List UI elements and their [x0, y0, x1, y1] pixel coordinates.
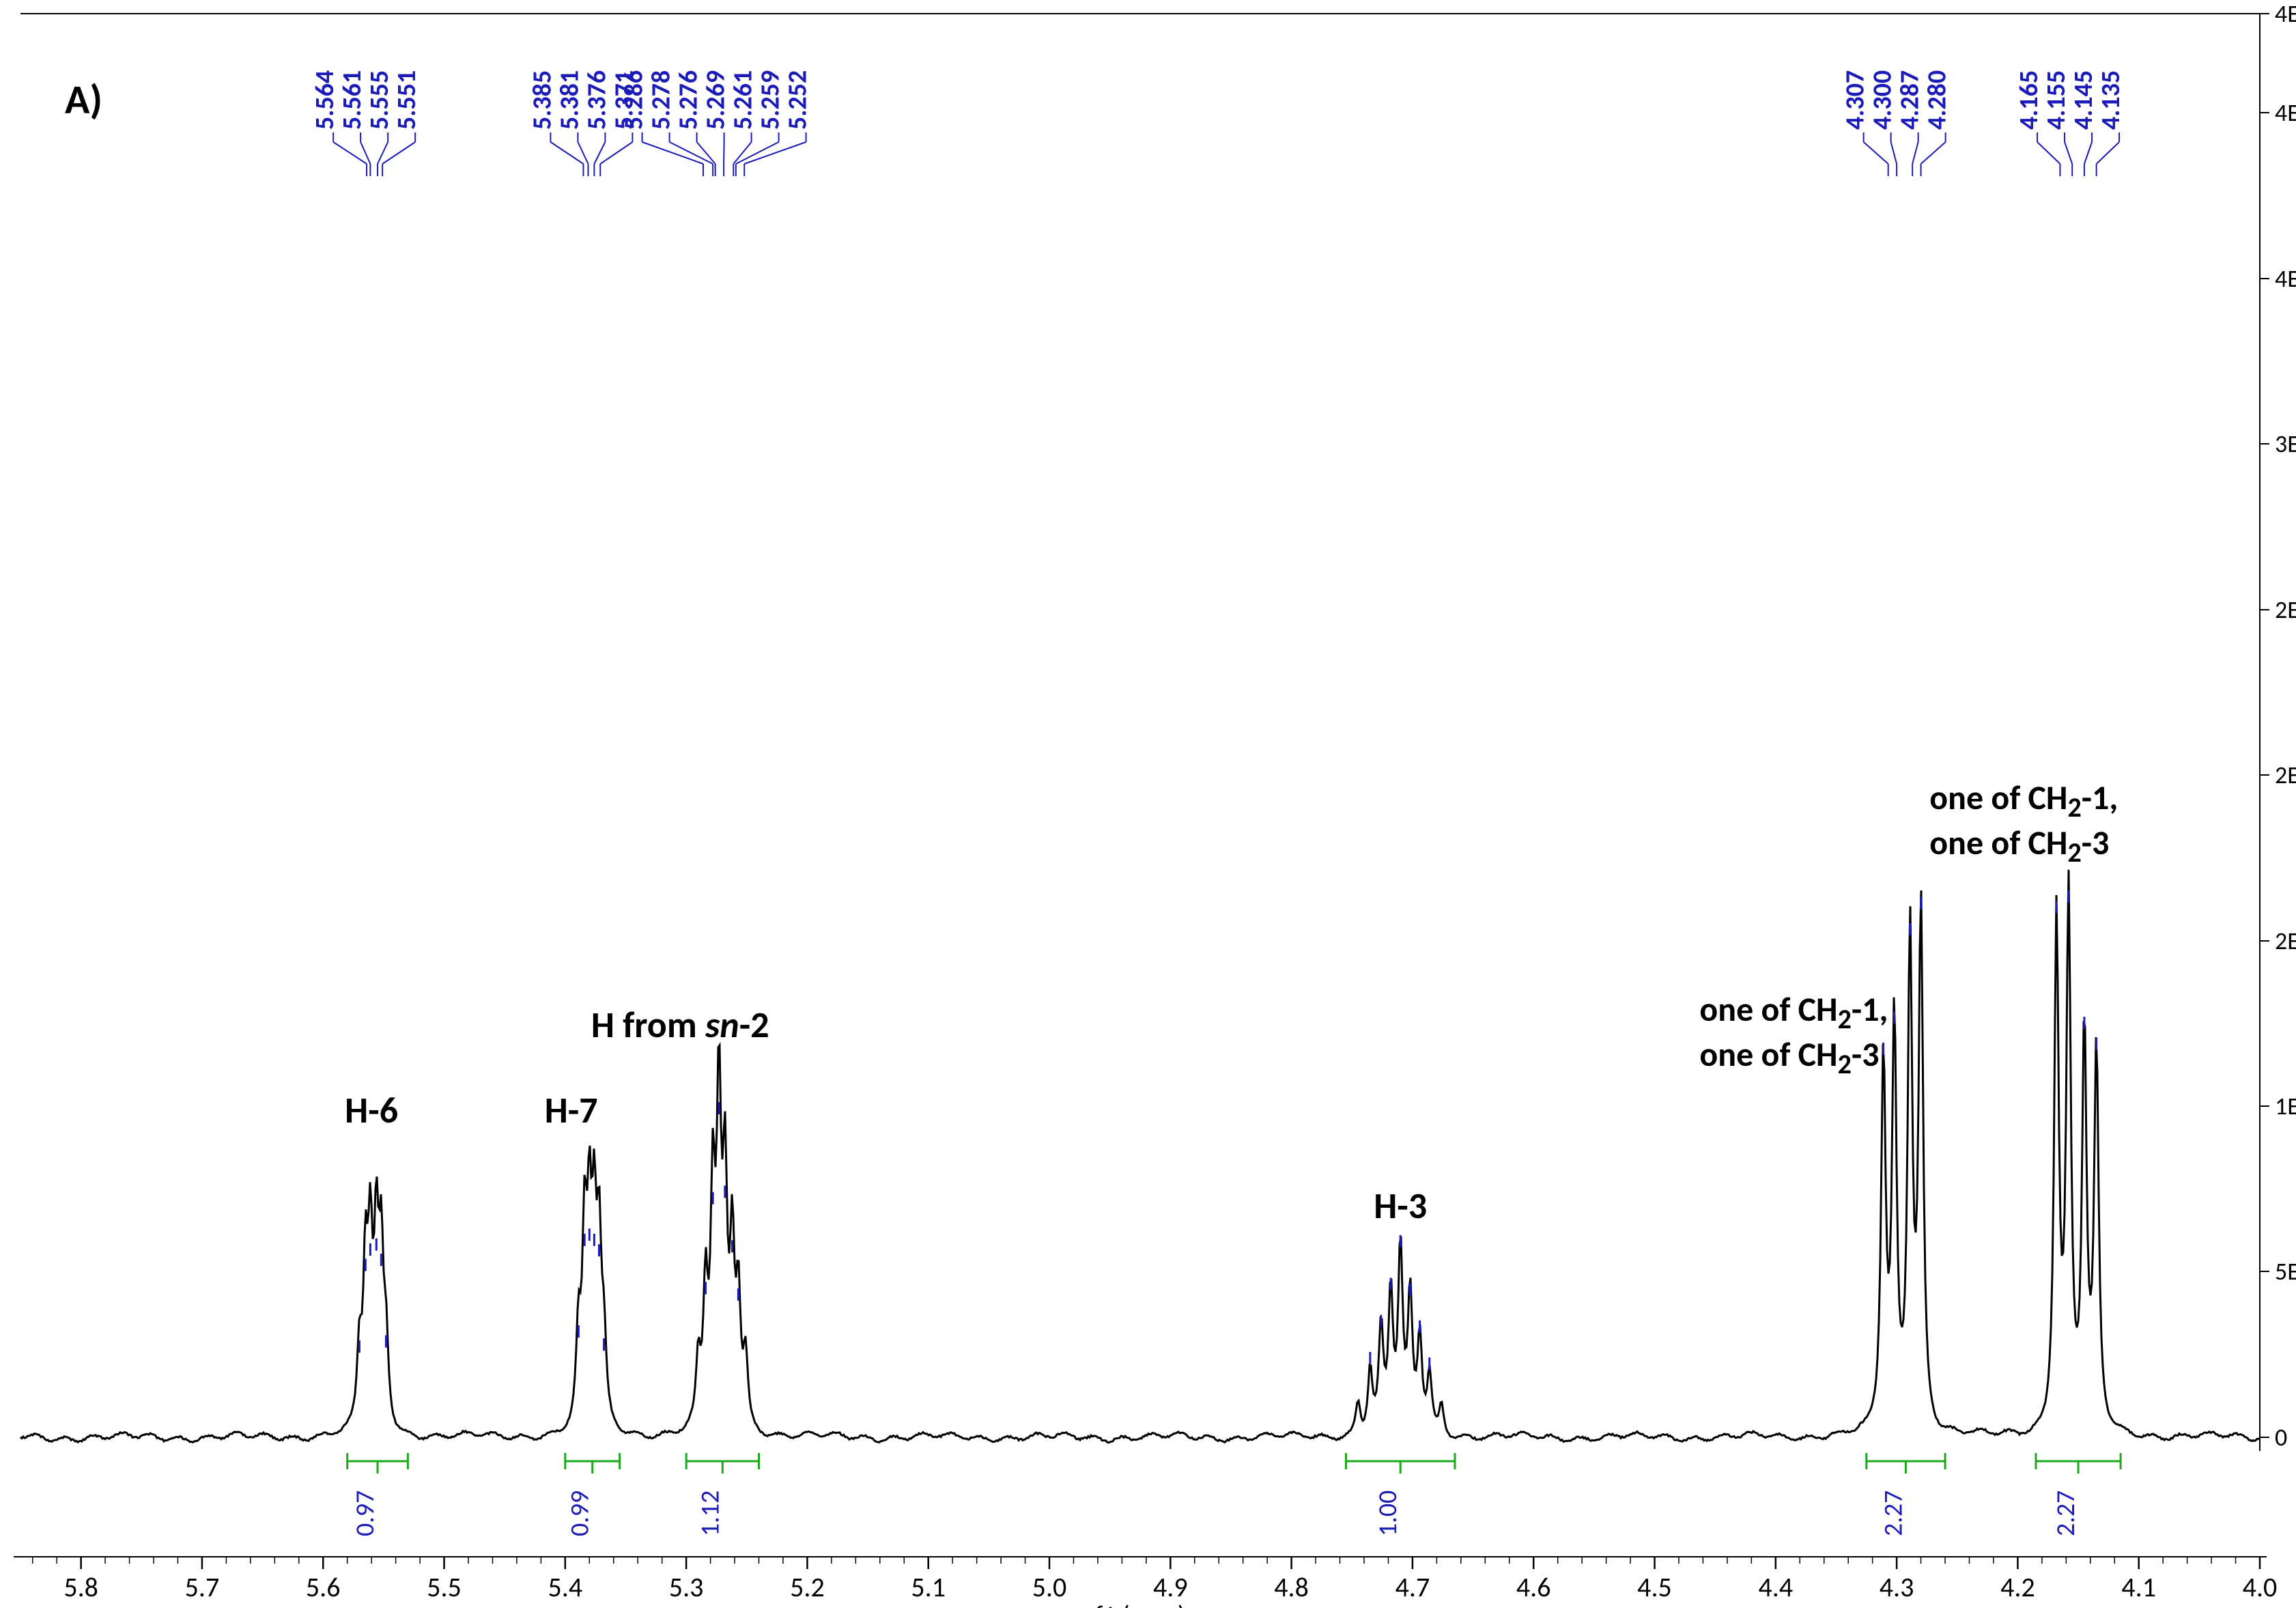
integral-value: 2.27 [1877, 1491, 1909, 1536]
peak-assignment-label: one of CH2-1,one of CH2-3 [1699, 990, 1888, 1080]
y-tick-label: 1E+07 [2275, 1091, 2296, 1121]
x-tick-label: 5.2 [790, 1570, 825, 1604]
x-tick-label: 4.1 [2121, 1570, 2156, 1604]
x-axis-label: f1 (ppm) [1095, 1600, 1186, 1608]
y-tick-label: 2E+07 [2275, 926, 2296, 956]
x-tick-label: 4.2 [2000, 1570, 2035, 1604]
y-tick-label: 2E+07 [2275, 760, 2296, 790]
y-tick-label: 4E+07 [2275, 0, 2296, 29]
y-tick-label: 5E+06 [2275, 1256, 2296, 1286]
peak-pick-label: 5.551 [391, 70, 423, 130]
peak-pick-label: 5.252 [782, 70, 814, 130]
spectrum-trace [20, 870, 2260, 1443]
y-tick-label: 3E+07 [2275, 429, 2296, 459]
peak-assignment-label: H-6 [345, 1089, 398, 1131]
x-tick-label: 5.8 [63, 1570, 98, 1604]
peak-pick-label: 4.280 [1922, 70, 1953, 130]
integral-value: 0.97 [350, 1491, 381, 1536]
peak-assignment-label: one of CH2-1,one of CH2-3 [1929, 778, 2118, 869]
nmr-spectrum-panel: 0 5E+06 1E+07 2E+07 2E+07 2E+07 3E+07 4E+07 4E+0… [0, 0, 2296, 1608]
x-tick-label: 4.7 [1395, 1570, 1430, 1604]
integral-value: 1.12 [694, 1491, 726, 1536]
x-tick-label: 4.6 [1516, 1570, 1551, 1604]
x-tick-label: 5.5 [427, 1570, 462, 1604]
x-tick-label: 5.4 [548, 1570, 583, 1604]
y-tick-label: 4E+07 [2275, 264, 2296, 294]
integral-value: 2.27 [2050, 1491, 2082, 1536]
y-tick-label: 2E+07 [2275, 595, 2296, 625]
x-tick-label: 4.5 [1637, 1570, 1672, 1604]
integral-value: 1.00 [1372, 1491, 1404, 1536]
x-tick-label: 4.3 [1880, 1570, 1914, 1604]
panel-label: A) [65, 75, 102, 125]
x-tick-label: 5.1 [911, 1570, 946, 1604]
x-tick-label: 5.0 [1032, 1570, 1067, 1604]
y-tick-label: 0 [2275, 1422, 2287, 1452]
peak-assignment-label: H-7 [545, 1089, 598, 1131]
peak-pick-label: 4.135 [2095, 70, 2127, 130]
integral-value: 0.99 [565, 1491, 596, 1536]
peak-assignment-label: H from sn-2 [591, 1004, 769, 1046]
x-tick-label: 5.3 [669, 1570, 704, 1604]
x-tick-label: 4.9 [1153, 1570, 1188, 1604]
y-tick-label: 4E+07 [2275, 98, 2296, 128]
x-tick-label: 4.0 [2243, 1570, 2278, 1604]
x-tick-label: 4.8 [1274, 1570, 1309, 1604]
x-tick-label: 5.6 [306, 1570, 341, 1604]
x-tick-label: 5.7 [185, 1570, 220, 1604]
peak-assignment-label: H-3 [1374, 1185, 1427, 1227]
x-tick-label: 4.4 [1758, 1570, 1793, 1604]
